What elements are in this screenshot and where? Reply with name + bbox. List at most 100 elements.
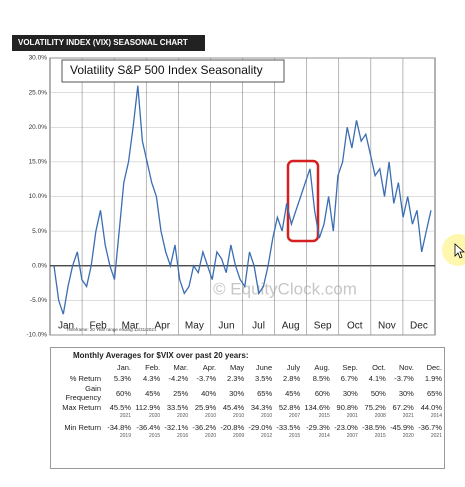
cell: 112.9% bbox=[135, 403, 161, 412]
cell: 6.7% bbox=[340, 374, 358, 383]
row-label: Max Return bbox=[62, 403, 101, 412]
cell: 60% bbox=[314, 388, 330, 398]
x-tick-label: Jul bbox=[252, 321, 265, 332]
row-label: Gain Frequency bbox=[65, 384, 101, 402]
year-row: 2019 2015 2016 2020 2009 2012 2015 2014 2007 2015… bbox=[51, 433, 444, 442]
column-header: May bbox=[229, 363, 245, 372]
cell: -3.7% bbox=[196, 374, 217, 383]
cell: -34.8% bbox=[107, 423, 131, 432]
header-title: VOLATILITY INDEX (VIX) SEASONAL CHART bbox=[18, 38, 188, 47]
year: 2021 bbox=[402, 413, 414, 419]
x-tick-label: Jun bbox=[218, 321, 234, 332]
cell: 44.0% bbox=[420, 403, 442, 412]
year: 2001 bbox=[346, 413, 358, 419]
table: Jan. Feb. Mar. Apr. May June July Aug. Sep. Oct. N… bbox=[51, 362, 444, 442]
cell: 25.9% bbox=[194, 403, 217, 412]
x-tick-label: Oct bbox=[347, 321, 363, 332]
year: 2010 bbox=[233, 413, 245, 419]
cell: -20.8% bbox=[220, 423, 245, 432]
x-tick-label: Feb bbox=[90, 321, 108, 332]
cell: 52.8% bbox=[278, 403, 301, 412]
x-tick-label: Mar bbox=[122, 321, 140, 332]
column-header: Jan. bbox=[116, 363, 131, 372]
cell: -29.3% bbox=[306, 423, 330, 432]
year: 2007 bbox=[289, 413, 301, 419]
year: 2015 bbox=[149, 433, 161, 439]
year: 2020 bbox=[205, 433, 217, 439]
cell: -32.1% bbox=[164, 423, 189, 432]
year: 2007 bbox=[346, 433, 358, 439]
blank bbox=[51, 433, 105, 442]
cell: 3.5% bbox=[255, 374, 273, 383]
year-row: 2021 2020 2020 2010 2010 2010 2007 2015 2001 2008… bbox=[51, 413, 444, 422]
cell: 67.2% bbox=[392, 403, 414, 412]
x-tick-label: Nov bbox=[378, 321, 396, 332]
cell: 45% bbox=[145, 388, 161, 398]
year: 2021 bbox=[430, 433, 442, 439]
cell: 5.3% bbox=[113, 374, 131, 383]
year: 2010 bbox=[205, 413, 217, 419]
year: 2014 bbox=[430, 413, 442, 419]
cell: 45% bbox=[285, 388, 301, 398]
cell: 30% bbox=[229, 388, 245, 398]
cell: -45.9% bbox=[390, 423, 414, 432]
y-tick-label: 0.0% bbox=[32, 262, 47, 269]
x-tick-label: Sep bbox=[314, 321, 332, 332]
year: 2021 bbox=[119, 413, 131, 419]
cell: 30% bbox=[342, 388, 358, 398]
note: Timeframe: 20 Year range ending 12/31/20… bbox=[66, 327, 157, 332]
cell: -3.7% bbox=[394, 374, 414, 383]
column-header: June bbox=[255, 363, 273, 372]
cell: 90.8% bbox=[336, 403, 358, 412]
year: 2008 bbox=[374, 413, 386, 419]
cell: 45.5% bbox=[109, 403, 131, 412]
blank bbox=[51, 413, 105, 422]
x-tick-label: Aug bbox=[282, 321, 300, 332]
cell: 134.6% bbox=[304, 403, 330, 412]
cell: 34.3% bbox=[250, 403, 273, 412]
cursor bbox=[454, 243, 465, 259]
cell: 60% bbox=[115, 388, 131, 398]
cell: 50% bbox=[370, 388, 386, 398]
year: 2015 bbox=[289, 433, 301, 439]
column-header: Feb. bbox=[145, 363, 161, 372]
year: 2012 bbox=[261, 433, 273, 439]
y-tick-label: 30.0% bbox=[29, 55, 48, 62]
cursor-halo bbox=[442, 234, 465, 266]
year: 2016 bbox=[177, 433, 189, 439]
x-tick-label: Jan bbox=[58, 321, 74, 332]
year: 2015 bbox=[374, 433, 386, 439]
cell: -29.0% bbox=[248, 423, 273, 432]
y-tick-label: 15.0% bbox=[29, 159, 48, 166]
x-tick-label: May bbox=[185, 321, 204, 332]
cell: 1.9% bbox=[424, 374, 442, 383]
year: 2020 bbox=[177, 413, 189, 419]
table-title: Monthly Averages for $VIX over past 20 y… bbox=[73, 351, 249, 360]
year: 2015 bbox=[318, 413, 330, 419]
y-tick-label: -10.0% bbox=[26, 332, 47, 339]
stats-table: Monthly Averages for $VIX over past 20 y… bbox=[50, 347, 445, 469]
column-header: Sep. bbox=[342, 363, 358, 372]
chart: VOLATILITY INDEX (VIX) SEASONAL CHART © … bbox=[12, 35, 465, 339]
cell: 25% bbox=[173, 388, 189, 398]
cell: 33.5% bbox=[166, 403, 189, 412]
cell: -36.7% bbox=[418, 423, 442, 432]
cell: -36.4% bbox=[136, 423, 161, 432]
year: 2014 bbox=[318, 433, 330, 439]
row: Max Return 45.5% 112.9% 33.5% 25.9% 45.4% 34.3… bbox=[51, 402, 444, 413]
inner-title-box bbox=[61, 59, 285, 83]
cell: 2.3% bbox=[227, 374, 245, 383]
cell: -36.2% bbox=[192, 423, 217, 432]
year: 2020 bbox=[402, 433, 414, 439]
y-tick-label: 10.0% bbox=[29, 193, 48, 200]
cell: 2.8% bbox=[283, 374, 301, 383]
x-tick-label: Apr bbox=[155, 321, 171, 332]
column-header: Mar. bbox=[173, 363, 189, 372]
blank bbox=[51, 362, 105, 373]
column-header: Nov. bbox=[398, 363, 414, 372]
highlight-box bbox=[286, 159, 320, 243]
year: 2019 bbox=[119, 433, 131, 439]
row: % Return 5.3% 4.3% -4.2% -3.7% 2.3% 3.5% 2.8% 8.… bbox=[51, 373, 444, 384]
cell: -23.0% bbox=[334, 423, 358, 432]
